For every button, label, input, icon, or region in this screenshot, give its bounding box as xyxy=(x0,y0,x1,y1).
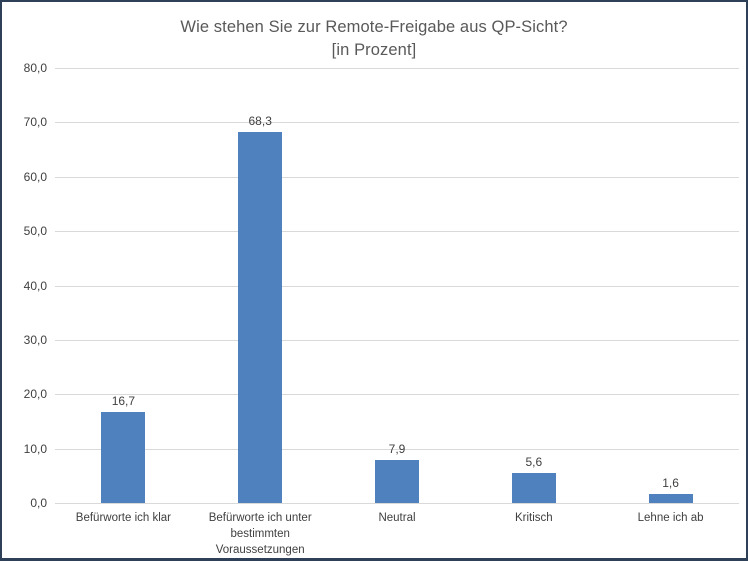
y-axis-tick-label: 0,0 xyxy=(30,496,47,510)
bar-slot: 16,7 xyxy=(55,68,192,503)
bar-value-label: 5,6 xyxy=(525,454,543,469)
category-axis-label: Befürworte ich unter bestimmten Vorausse… xyxy=(208,512,312,556)
y-axis-tick-label: 20,0 xyxy=(23,387,47,402)
category-axis-line xyxy=(55,503,739,504)
gridline xyxy=(55,176,739,178)
chart-title-line1: Wie stehen Sie zur Remote-Freigabe aus Q… xyxy=(180,18,568,36)
y-axis-tick-label: 80,0 xyxy=(23,61,47,75)
y-axis-tick-label: 10,0 xyxy=(23,441,47,456)
chart-title-line2: [in Prozent] xyxy=(331,41,417,59)
category-axis-label: Neutral xyxy=(378,512,416,524)
bar[interactable] xyxy=(511,472,556,503)
gridline xyxy=(55,394,739,396)
category-axis: Befürworte ich klar Befürworte ich unter … xyxy=(55,503,739,558)
y-axis-tick-label: 30,0 xyxy=(23,332,47,347)
bar-value-label: 68,3 xyxy=(248,113,272,128)
gridline xyxy=(55,231,739,233)
chart-title: Wie stehen Sie zur Remote-Freigabe aus Q… xyxy=(2,16,746,62)
category-axis-label: Befürworte ich klar xyxy=(75,512,172,524)
gridline xyxy=(55,68,739,69)
bars-layer: 16,7 68,3 7,9 5,6 1,6 xyxy=(55,68,739,503)
bar[interactable] xyxy=(374,460,419,503)
bar[interactable] xyxy=(648,494,693,503)
y-axis-tick-label: 70,0 xyxy=(23,115,47,130)
bar-slot: 1,6 xyxy=(602,68,739,503)
bar-slot: 5,6 xyxy=(465,68,602,503)
bar-value-label: 16,7 xyxy=(111,394,136,409)
bar-slot: 7,9 xyxy=(329,68,466,503)
gridline xyxy=(55,448,739,450)
category-axis-label: Lehne ich ab xyxy=(637,512,704,524)
category-axis-label: Kritisch xyxy=(514,512,553,524)
bar-value-label: 7,9 xyxy=(388,442,406,457)
gridline xyxy=(55,339,739,341)
gridline xyxy=(55,122,739,124)
bar-slot: 68,3 xyxy=(192,68,329,503)
bar[interactable] xyxy=(101,412,146,503)
bar[interactable] xyxy=(238,131,283,503)
bar-value-label: 1,6 xyxy=(662,476,679,491)
gridline xyxy=(55,285,739,287)
y-axis-tick-label: 60,0 xyxy=(23,169,47,184)
y-axis-tick-label: 40,0 xyxy=(23,278,47,293)
y-axis-tick-label: 50,0 xyxy=(23,224,47,239)
